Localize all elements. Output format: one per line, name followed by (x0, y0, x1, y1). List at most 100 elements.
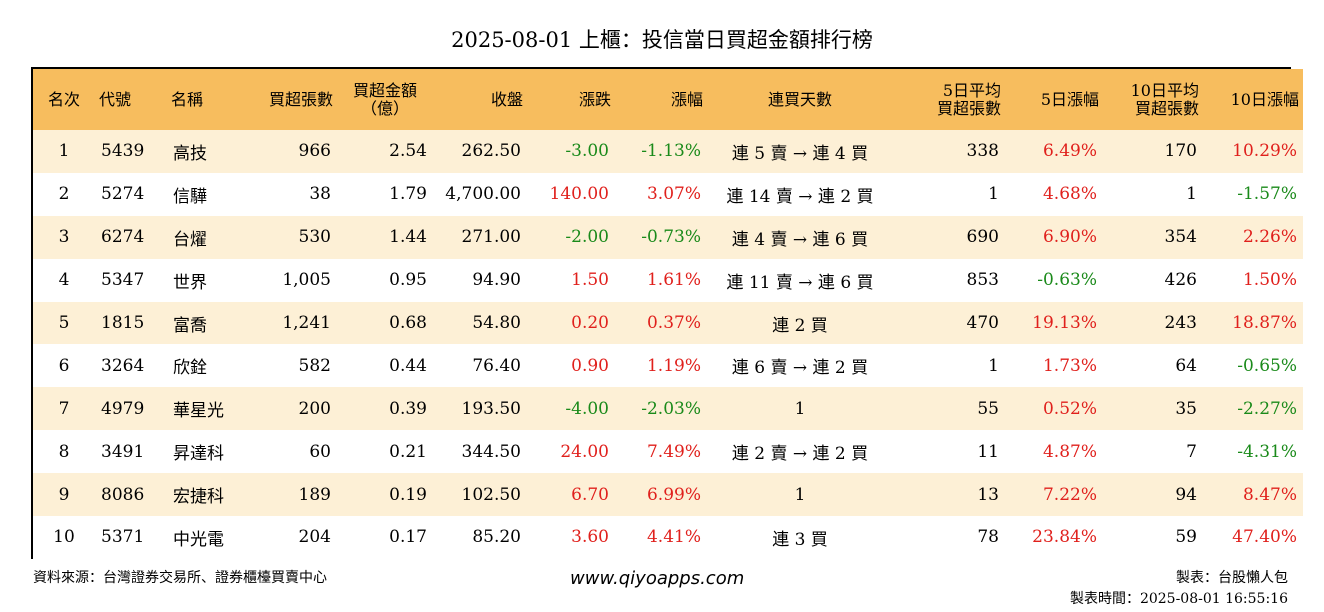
header-pct5: 5日漲幅 (1040, 89, 1099, 109)
cell-avg5: 470 (966, 313, 999, 333)
cell-rank: 7 (58, 398, 70, 419)
cell-net-shares: 38 (309, 184, 331, 205)
table-row: 4 5347 世界 1,005 0.95 94.90 1.50 1.61% 連 11 賣 → 連… (33, 258, 1303, 302)
cell-avg5: 13 (977, 484, 999, 505)
cell-change: 140.00 (549, 184, 609, 205)
cell-net-amount: 0.39 (389, 398, 427, 419)
cell-avg5: 690 (966, 227, 999, 248)
cell-avg5: 1 (988, 184, 999, 205)
cell-rank: 10 (53, 527, 75, 548)
header-close: 收盤 (490, 89, 523, 109)
cell-code: 5371 (101, 527, 145, 548)
cell-pct5: 4.87% (1042, 441, 1097, 462)
cell-net-shares: 204 (298, 527, 331, 548)
cell-net-amount: 0.68 (389, 313, 427, 333)
cell-pct: 3.07% (646, 184, 701, 205)
cell-code: 5439 (101, 141, 145, 162)
ranking-table: 名次 代號 名稱 買超張數 買超金額 （億） 收盤 漲跌 漲幅 連買天數 5日平… (31, 67, 1303, 559)
cell-close: 4,700.00 (445, 184, 521, 205)
cell-name: 宏捷科 (173, 487, 224, 508)
cell-avg10: 354 (1164, 227, 1197, 248)
cell-streak: 連 14 賣 → 連 2 買 (726, 186, 874, 207)
table-row: 6 3264 欣銓 582 0.44 76.40 0.90 1.19% 連 6 賣 → 連 2 … (33, 344, 1303, 388)
cell-pct10: 2.26% (1242, 227, 1297, 248)
cell-code: 5347 (101, 270, 145, 291)
header-streak: 連買天數 (767, 89, 832, 109)
cell-avg10: 1 (1186, 184, 1197, 205)
cell-avg10: 7 (1186, 441, 1197, 462)
table-row: 3 6274 台燿 530 1.44 271.00 -2.00 -0.73% 連 4 賣 → 連… (33, 215, 1303, 259)
cell-avg5: 11 (977, 441, 999, 462)
table-row: 9 8086 宏捷科 189 0.19 102.50 6.70 6.99% 1 13 7.22% 94… (33, 473, 1303, 517)
cell-net-amount: 0.21 (389, 441, 427, 462)
cell-pct5: 6.90% (1042, 227, 1097, 248)
table-row: 2 5274 信驊 38 1.79 4,700.00 140.00 3.07% 連 14 賣 →… (33, 172, 1303, 216)
cell-net-amount: 0.95 (389, 270, 427, 291)
cell-change: 3.60 (571, 527, 609, 548)
cell-net-amount: 2.54 (389, 141, 427, 162)
cell-pct5: -0.63% (1037, 270, 1097, 291)
cell-net-shares: 966 (298, 141, 331, 162)
cell-change: 0.90 (571, 355, 609, 376)
cell-avg10: 426 (1164, 270, 1197, 291)
page-title: 2025-08-01 上櫃：投信當日買超金額排行榜 (451, 28, 873, 52)
cell-net-amount: 1.79 (389, 184, 427, 205)
cell-close: 193.50 (461, 398, 521, 419)
cell-name: 華星光 (173, 401, 224, 422)
table-row: 7 4979 華星光 200 0.39 193.50 -4.00 -2.03% 1 55 0.52%… (33, 387, 1303, 431)
cell-avg5: 78 (977, 527, 999, 548)
cell-net-amount: 0.44 (389, 355, 427, 376)
header-pct: 漲幅 (670, 89, 703, 109)
table-body: 1 5439 高技 966 2.54 262.50 -3.00 -1.13% 連 5 賣 → 連… (33, 130, 1303, 559)
cell-close: 94.90 (472, 270, 521, 291)
cell-net-shares: 200 (298, 398, 331, 419)
header-code: 代號 (99, 89, 132, 109)
table-header-row: 名次 代號 名稱 買超張數 買超金額 （億） 收盤 漲跌 漲幅 連買天數 5日平… (33, 69, 1303, 130)
cell-avg10: 243 (1164, 313, 1197, 333)
header-net-amount: 買超金額 （億） (352, 80, 417, 118)
cell-pct10: -0.65% (1237, 355, 1297, 376)
cell-pct10: -1.57% (1237, 184, 1297, 205)
cell-avg10: 59 (1175, 527, 1197, 548)
cell-change: -2.00 (565, 227, 609, 248)
cell-streak: 連 4 賣 → 連 6 買 (731, 229, 869, 250)
cell-rank: 3 (58, 227, 70, 248)
cell-avg5: 853 (966, 270, 999, 291)
cell-close: 262.50 (461, 141, 521, 162)
cell-name: 昇達科 (173, 444, 224, 465)
cell-net-amount: 1.44 (389, 227, 427, 248)
cell-avg10: 170 (1164, 141, 1197, 162)
cell-code: 5274 (101, 184, 145, 205)
cell-rank: 2 (58, 184, 70, 205)
cell-avg5: 1 (988, 355, 999, 376)
cell-pct: -0.73% (641, 227, 701, 248)
cell-pct: 6.99% (646, 484, 701, 505)
cell-streak: 連 3 買 (772, 529, 828, 550)
cell-pct5: 0.52% (1042, 398, 1097, 419)
cell-close: 102.50 (461, 484, 521, 505)
header-rank: 名次 (47, 89, 80, 109)
cell-pct10: 18.87% (1232, 313, 1297, 333)
cell-code: 3264 (101, 355, 145, 376)
cell-streak: 連 6 賣 → 連 2 買 (731, 358, 869, 379)
cell-code: 6274 (101, 227, 145, 248)
cell-change: 1.50 (571, 270, 609, 291)
cell-pct: -2.03% (641, 398, 701, 419)
header-avg5: 5日平均 買超張數 (936, 80, 1001, 118)
cell-name: 世界 (173, 272, 207, 293)
table-row: 1 5439 高技 966 2.54 262.50 -3.00 -1.13% 連 5 賣 → 連… (33, 130, 1303, 173)
maker-label: 製表：台股懶人包 (1176, 570, 1288, 586)
cell-name: 富喬 (173, 315, 207, 336)
cell-close: 344.50 (461, 441, 521, 462)
website-link[interactable]: www.qiyoapps.com (570, 568, 745, 589)
cell-streak: 連 11 賣 → 連 6 買 (726, 272, 874, 293)
made-time: 製表時間：2025-08-01 16:55:16 (1069, 591, 1288, 607)
cell-streak: 連 2 賣 → 連 2 買 (731, 444, 869, 465)
cell-pct5: 4.68% (1042, 184, 1097, 205)
cell-pct10: -2.27% (1237, 398, 1297, 419)
cell-avg5: 338 (966, 141, 999, 162)
cell-rank: 5 (58, 313, 70, 333)
cell-net-amount: 0.17 (389, 527, 427, 548)
cell-pct: 4.41% (646, 527, 701, 548)
header-net-shares: 買超張數 (268, 89, 333, 109)
